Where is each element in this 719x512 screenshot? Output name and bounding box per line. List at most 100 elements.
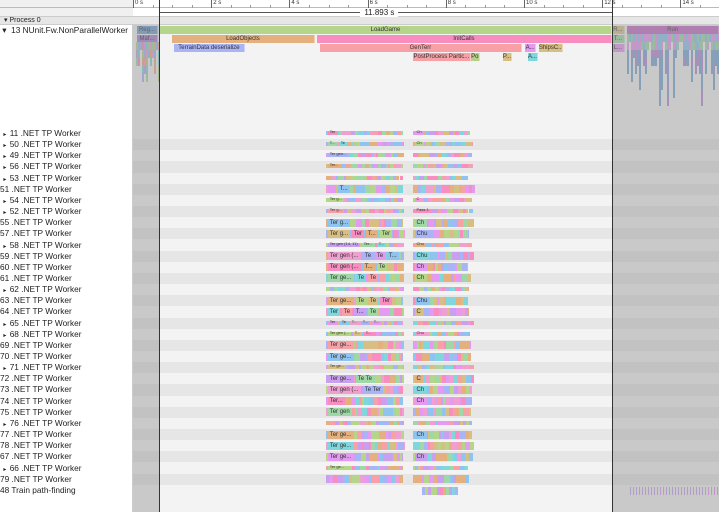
worker-slice[interactable] [387,164,391,169]
worker-slice[interactable] [355,365,359,370]
worker-slice[interactable] [368,397,375,406]
worker-slice[interactable] [447,209,453,214]
thread-label[interactable]: ▸ 66 .NET TP Worker [0,463,133,476]
worker-slice[interactable] [380,320,385,325]
worker-slice[interactable] [396,209,399,214]
worker-slice-labeled[interactable] [414,263,427,272]
worker-slice[interactable] [446,374,449,383]
worker-slice[interactable] [418,341,423,350]
expand-arrow-icon[interactable]: ▸ [0,243,10,250]
worker-slice[interactable] [436,408,443,417]
worker-slice[interactable] [440,252,446,261]
worker-slice[interactable] [468,452,472,461]
worker-slice[interactable] [385,153,389,158]
worker-slice[interactable] [431,452,437,461]
worker-slice[interactable] [357,341,364,350]
worker-slice[interactable] [432,274,437,283]
worker-slice[interactable] [397,331,402,336]
worker-slice-labeled[interactable] [327,441,354,450]
worker-slice[interactable] [412,320,419,325]
worker-slice-labeled[interactable] [327,365,346,370]
worker-slice[interactable] [381,352,385,361]
worker-slice[interactable] [458,252,461,261]
worker-slice[interactable] [462,274,469,283]
worker-slice[interactable] [468,229,470,238]
worker-slice[interactable] [444,385,450,394]
worker-slice[interactable] [420,153,425,158]
worker-slice[interactable] [439,197,442,202]
worker-slice[interactable] [425,142,430,147]
worker-slice[interactable] [402,465,404,470]
worker-slice[interactable] [400,218,403,227]
worker-slice-labeled[interactable] [386,252,399,261]
worker-slice[interactable] [447,307,451,316]
worker-slice[interactable] [344,209,348,214]
worker-slice[interactable] [426,164,429,169]
thread-label[interactable]: 75 .NET TP Worker [0,407,133,418]
worker-slice[interactable] [367,341,373,350]
thread-label[interactable]: ▸ 50 .NET TP Worker [0,139,133,152]
worker-slice[interactable] [365,142,370,147]
worker-slice-labeled[interactable] [327,153,349,158]
worker-slice[interactable] [401,296,403,305]
worker-slice[interactable] [393,175,396,180]
main-thread-slice[interactable]: Run [626,26,719,34]
worker-slice[interactable] [468,385,472,394]
worker-slice[interactable] [417,465,420,470]
worker-slice[interactable] [394,441,399,450]
worker-slice[interactable] [438,242,445,247]
worker-slice[interactable] [460,307,466,316]
worker-slice[interactable] [439,287,443,292]
worker-slice[interactable] [424,153,429,158]
worker-slice[interactable] [334,420,339,425]
worker-slice[interactable] [360,153,366,158]
worker-slice[interactable] [427,441,431,450]
worker-slice[interactable] [369,465,372,470]
worker-slice-labeled[interactable] [362,385,383,394]
worker-slice-labeled[interactable] [339,320,348,325]
worker-slice[interactable] [441,218,445,227]
worker-slice[interactable] [455,296,462,305]
worker-slice[interactable] [394,475,400,484]
worker-slice[interactable] [326,175,332,180]
worker-slice-labeled[interactable] [414,296,430,305]
pathfinding-sample[interactable] [635,486,638,495]
worker-slice[interactable] [437,153,443,158]
worker-slice[interactable] [439,274,444,283]
worker-slice[interactable] [417,164,424,169]
worker-slice[interactable] [451,263,455,272]
pathfinding-sample[interactable] [656,486,659,495]
worker-slice[interactable] [453,185,460,194]
worker-slice[interactable] [399,287,404,292]
worker-slice[interactable] [468,430,473,439]
worker-slice[interactable] [358,397,362,406]
worker-slice[interactable] [459,331,464,336]
worker-slice[interactable] [361,209,367,214]
worker-slice[interactable] [435,341,439,350]
worker-slice[interactable] [374,164,378,169]
worker-slice[interactable] [451,441,457,450]
worker-slice[interactable] [434,263,439,272]
worker-slice[interactable] [346,320,350,325]
worker-slice[interactable] [326,475,329,484]
pathfinding-sample[interactable] [698,486,701,495]
worker-slice[interactable] [428,352,435,361]
worker-slice[interactable] [438,263,442,272]
worker-slice[interactable] [382,331,388,336]
worker-slice[interactable] [446,430,450,439]
worker-slice[interactable] [420,374,425,383]
worker-slice[interactable] [464,185,470,194]
worker-slice[interactable] [457,263,463,272]
worker-slice-labeled[interactable] [338,142,347,147]
worker-slice[interactable] [432,331,438,336]
worker-slice[interactable] [342,287,346,292]
worker-slice[interactable] [448,263,452,272]
worker-slice[interactable] [396,263,403,272]
worker-slice[interactable] [446,142,452,147]
worker-slice[interactable] [365,153,371,158]
worker-slice[interactable] [440,331,447,336]
worker-slice[interactable] [361,397,365,406]
worker-slice[interactable] [395,287,400,292]
worker-slice[interactable] [439,475,444,484]
worker-slice[interactable] [472,142,473,147]
